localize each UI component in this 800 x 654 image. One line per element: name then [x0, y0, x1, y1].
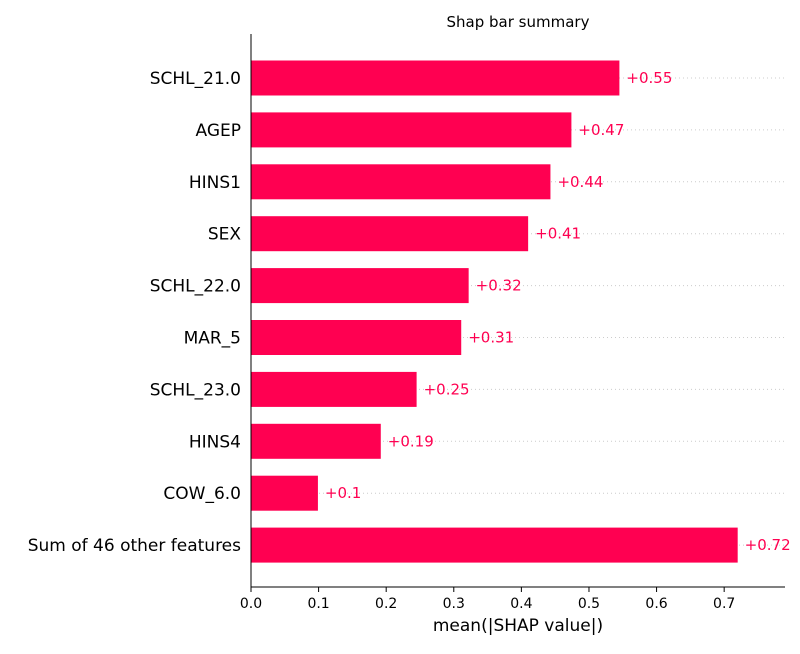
bar-value-label: +0.72 [745, 536, 791, 554]
bar-value-label: +0.32 [476, 277, 522, 295]
x-tick-label: 0.3 [443, 596, 465, 612]
x-tick-label: 0.5 [578, 596, 600, 612]
bar [251, 112, 572, 148]
y-tick-label: AGEP [196, 121, 242, 141]
x-tick-label: 0.1 [307, 596, 329, 612]
y-tick-label: SCHL_22.0 [150, 277, 241, 297]
x-axis-label: mean(|SHAP value|) [433, 616, 603, 636]
y-tick-label: MAR_5 [184, 329, 241, 349]
value-labels: +0.55 +0.47 +0.44 +0.41 +0.32 +0.31 +0.25 +0.19… [325, 69, 791, 554]
y-tick-label: SCHL_23.0 [150, 380, 241, 400]
x-tick-label: 0.4 [510, 596, 532, 612]
y-tick-label: SCHL_21.0 [150, 69, 241, 89]
bar-value-label: +0.55 [626, 69, 672, 87]
bar [251, 527, 738, 563]
bar-value-label: +0.44 [557, 173, 603, 191]
chart-title: Shap bar summary [447, 13, 590, 31]
bar [251, 60, 620, 96]
x-tick-label: 0.0 [240, 596, 262, 612]
x-axis: 0.0 0.1 0.2 0.3 0.4 0.5 0.6 0.7 [240, 34, 785, 612]
bar [251, 475, 318, 511]
bar [251, 371, 417, 407]
bar [251, 268, 469, 304]
bar [251, 320, 462, 355]
y-tick-label: COW_6.0 [163, 484, 241, 504]
x-tick-label: 0.2 [375, 596, 397, 612]
y-tick-label: HINS4 [189, 432, 241, 452]
bar-value-label: +0.25 [424, 380, 470, 398]
bar [251, 216, 529, 252]
y-tick-label: HINS1 [189, 173, 241, 193]
bar-value-label: +0.31 [468, 329, 514, 347]
y-tick-labels: SCHL_21.0 AGEP HINS1 SEX SCHL_22.0 MAR_5 SCHL_… [28, 69, 242, 556]
bars [251, 60, 738, 563]
bar-value-label: +0.41 [535, 225, 581, 243]
x-tick-label: 0.6 [645, 596, 667, 612]
bar-value-label: +0.1 [325, 484, 361, 502]
bar [251, 423, 381, 459]
y-tick-label: SEX [208, 225, 242, 245]
row-guides [251, 77, 785, 546]
bar [251, 164, 551, 200]
y-tick-label: Sum of 46 other features [28, 536, 241, 556]
bar-value-label: +0.47 [578, 121, 624, 139]
bar-value-label: +0.19 [388, 432, 434, 450]
x-tick-label: 0.7 [713, 596, 735, 612]
